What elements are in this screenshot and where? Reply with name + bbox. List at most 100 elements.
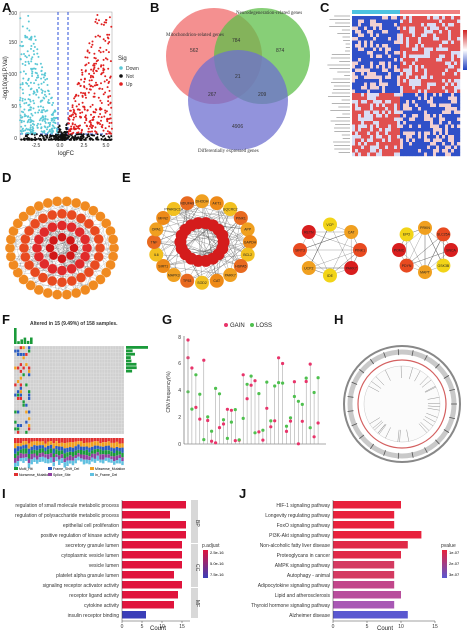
heatmap-cell (376, 30, 380, 34)
heatmap-cell (436, 44, 440, 48)
onco-cell (71, 380, 75, 384)
network-node (79, 234, 91, 245)
onco-cell (88, 403, 91, 407)
volcano-point (19, 105, 22, 108)
onco-cell (16, 373, 20, 377)
heatmap-cell (388, 40, 392, 45)
onco-titv-bar (74, 450, 77, 456)
onco-cell (104, 380, 108, 384)
bar (122, 611, 146, 619)
onco-titv-bar (80, 438, 83, 442)
volcano-point (91, 85, 94, 88)
onco-cell (27, 413, 31, 417)
volcano-point (108, 89, 111, 92)
onco-cell (77, 366, 80, 370)
heatmap-cell (439, 110, 443, 115)
circos-chrom-divider (351, 381, 358, 385)
volcano-point (104, 75, 107, 78)
heatmap-cell (445, 19, 449, 24)
heatmap-cell (403, 82, 407, 87)
onco-cell (85, 369, 89, 373)
heatmap-cell (436, 82, 440, 87)
heatmap-cell (415, 86, 419, 90)
volcano-point (44, 121, 47, 124)
heatmap-cell (454, 68, 458, 73)
volcano-point (24, 98, 27, 101)
volcano-point (19, 58, 22, 60)
volcano-point (21, 45, 24, 48)
bar (333, 601, 395, 609)
heatmap-cell (439, 33, 443, 38)
heatmap-cell (412, 93, 416, 97)
hub-node-label: DHODH (196, 200, 209, 204)
cnv-gain-point (233, 439, 237, 443)
onco-cell (60, 410, 64, 414)
heatmap-cell (427, 82, 431, 87)
onco-cell (27, 403, 31, 407)
onco-cell (63, 356, 67, 360)
volcano-point (41, 91, 44, 94)
heatmap-cell (439, 96, 443, 101)
cnv-loss-point (296, 399, 300, 403)
hub-node-label: AKT1 (212, 202, 221, 206)
heatmap-cell (412, 23, 416, 27)
onco-cell (99, 420, 102, 424)
heatmap-cell (382, 58, 386, 62)
heatmap-cell (445, 51, 449, 55)
onco-cell (25, 376, 28, 380)
hub-edge (156, 229, 251, 243)
onco-cell (55, 356, 58, 360)
heatmap-cell (352, 138, 356, 143)
onco-titv-bar (102, 438, 105, 443)
onco-cell (22, 403, 25, 407)
heatmap-cell (448, 82, 452, 87)
onco-titv-bar (60, 438, 64, 443)
onco-cell (33, 359, 36, 363)
heatmap-cell (364, 142, 368, 146)
heatmap-cell (367, 54, 371, 59)
heatmap-cell (370, 128, 374, 132)
onco-cell (33, 366, 36, 370)
onco-top-bar (20, 339, 23, 344)
heatmap-cell (358, 75, 362, 80)
go-group-strips: BP CC MF (191, 500, 200, 618)
heatmap-cell (415, 61, 419, 66)
onco-cell (38, 403, 42, 407)
heatmap-cell (448, 54, 452, 59)
network-node (47, 222, 58, 233)
heatmap-cell (379, 19, 383, 24)
onco-cell (88, 376, 91, 380)
onco-cell (27, 376, 31, 380)
cnv-gain-point (312, 435, 316, 439)
onco-cell (41, 356, 45, 360)
x-tick-label: 10 (398, 624, 404, 630)
volcano-point (108, 122, 111, 124)
onco-titv-bar (16, 438, 20, 444)
heatmap-cell (373, 23, 377, 27)
volcano-point (44, 134, 47, 137)
heatmap-cell (376, 33, 380, 38)
volcano-point (20, 125, 23, 128)
heatmap-cell (439, 23, 443, 27)
heatmap-cell (454, 44, 458, 48)
volcano-point (71, 113, 74, 116)
heatmap-cell (406, 65, 410, 69)
onco-titv-bar (55, 441, 58, 446)
heatmap-cell (394, 121, 398, 125)
heatmap-cell (376, 65, 380, 69)
heatmap-cell (367, 33, 371, 38)
heatmap-cell (436, 135, 440, 139)
onco-cell (16, 396, 20, 400)
onco-titv-bar (49, 448, 53, 454)
heatmap-cell (406, 61, 410, 66)
onco-cell (55, 373, 58, 377)
onco-cell (96, 359, 100, 363)
heatmap-cell (364, 138, 368, 143)
onco-titv-bar (82, 450, 86, 455)
heatmap-cell (370, 33, 374, 38)
heatmap-cell (442, 54, 446, 59)
go-bars: regulation of small molecule metabolic p… (15, 500, 190, 630)
onco-legend-2: Missense_Mutation (95, 467, 125, 471)
onco-cell (52, 346, 56, 350)
heatmap-cell (391, 135, 395, 139)
